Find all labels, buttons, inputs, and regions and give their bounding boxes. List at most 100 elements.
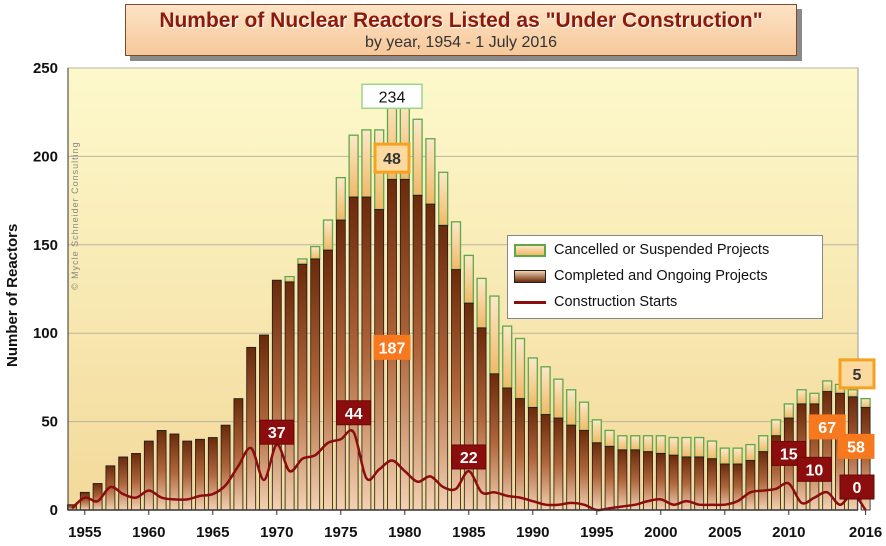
bar-cancelled (630, 435, 641, 451)
bar-completed (361, 196, 372, 511)
legend-label-completed: Completed and Ongoing Projects (554, 268, 768, 284)
bar-cancelled (822, 380, 833, 393)
bar-cancelled (310, 245, 321, 260)
bar-cancelled (860, 397, 871, 409)
data-label: 37 (268, 425, 286, 442)
data-label: 15 (780, 446, 798, 463)
bar-cancelled (348, 134, 359, 198)
bar-cancelled (514, 337, 526, 400)
bar-completed (668, 454, 679, 511)
data-label: 10 (806, 462, 824, 479)
bar-cancelled (655, 435, 666, 455)
bar-cancelled (540, 366, 551, 416)
x-tick-label: 1970 (260, 524, 293, 541)
data-label-box (361, 83, 423, 110)
bar-completed (630, 449, 641, 511)
legend-item-starts: Construction Starts (514, 292, 677, 312)
bar-cancelled (284, 275, 295, 283)
data-label: 22 (460, 450, 478, 467)
construction-starts-path (71, 429, 867, 512)
bar-cancelled (335, 176, 346, 221)
bar-completed (284, 281, 295, 511)
bar-cancelled (694, 436, 705, 458)
y-tick-label: 250 (33, 60, 58, 77)
data-label-box (373, 334, 411, 360)
x-tick-label: 1985 (452, 524, 485, 541)
y-tick-label: 150 (33, 237, 58, 254)
bar-cancelled (425, 138, 436, 205)
bar-completed (425, 203, 436, 511)
x-tick-label: 1990 (516, 524, 549, 541)
bar-completed (707, 458, 717, 511)
bar-cancelled (553, 378, 564, 419)
bar-cancelled (758, 435, 769, 453)
data-label: 58 (847, 439, 865, 456)
bar-cancelled (796, 389, 807, 405)
y-axis-label: Number of Reactors (4, 223, 21, 367)
chart-subtitle: by year, 1954 - 1 July 2016 (364, 34, 558, 51)
bar-completed (502, 387, 513, 511)
bar-cancelled (745, 443, 756, 462)
bar-cancelled (438, 171, 449, 227)
bar-completed (335, 219, 346, 511)
data-label: 0 (853, 480, 862, 497)
bar-cancelled (502, 325, 513, 389)
bar-cancelled (668, 436, 679, 456)
bar-cancelled (617, 435, 628, 451)
bar-completed (271, 279, 282, 511)
watermark-text: © Mycle Schneider Consulting (70, 141, 80, 290)
bar-cancelled (463, 254, 474, 304)
y-tick-label: 200 (33, 148, 58, 165)
bar-cancelled (706, 440, 718, 460)
data-label-box (451, 444, 487, 470)
bar-cancelled (412, 118, 423, 196)
bar-completed (758, 451, 769, 511)
data-label-box (837, 433, 875, 459)
x-tick-label: 1965 (196, 524, 229, 541)
bar-cancelled (489, 295, 500, 375)
legend-item-completed: Completed and Ongoing Projects (514, 266, 768, 286)
legend-label-cancelled: Cancelled or Suspended Projects (554, 242, 770, 258)
bar-completed (438, 224, 449, 511)
y-tick-label: 100 (33, 325, 58, 342)
bar-completed (566, 424, 577, 511)
bar-cancelled (604, 429, 615, 448)
bar-cancelled (361, 129, 372, 198)
legend-swatch-completed (514, 269, 546, 283)
bar-completed (515, 398, 525, 511)
bar-completed (476, 327, 487, 511)
bar-cancelled (450, 221, 462, 271)
data-label-box (373, 142, 411, 174)
x-tick-label: 1995 (580, 524, 613, 541)
data-label: 48 (383, 151, 401, 168)
x-tick-label: 1975 (324, 524, 357, 541)
data-label-box (838, 358, 876, 390)
bar-completed (118, 456, 129, 511)
bar-completed (246, 346, 257, 511)
bar-completed (553, 417, 564, 511)
bar-completed (617, 449, 628, 511)
legend-label-starts: Construction Starts (554, 294, 678, 310)
x-tick-label: 1955 (68, 524, 101, 541)
bar-completed (540, 414, 551, 511)
bar-completed (297, 263, 308, 511)
data-label-box (839, 474, 875, 500)
x-tick-label: 2016 (849, 524, 882, 541)
bar-completed (310, 258, 321, 511)
data-label: 5 (853, 367, 862, 384)
bar-completed (131, 453, 141, 511)
title-box: Number of Nuclear Reactors Listed as "Un… (125, 4, 797, 56)
bar-cancelled (783, 403, 794, 419)
x-tick-label: 1960 (132, 524, 165, 541)
data-label: 187 (379, 340, 406, 357)
bar-completed (195, 438, 205, 511)
bar-completed (604, 445, 615, 511)
bar-cancelled (591, 419, 602, 444)
x-tick-label: 2000 (644, 524, 677, 541)
bar-cancelled (681, 436, 692, 458)
data-label-box (336, 400, 372, 426)
y-tick-label: 50 (41, 414, 58, 431)
legend: Cancelled or Suspended Projects Complete… (507, 235, 823, 319)
